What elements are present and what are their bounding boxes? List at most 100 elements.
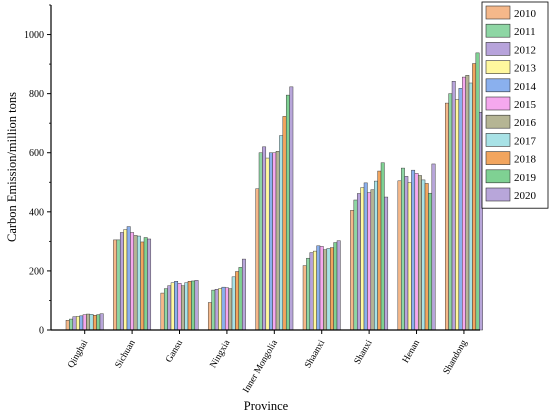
bar-inner-mongolia-2020 <box>289 86 294 331</box>
legend-label-2018: 2018 <box>514 154 537 166</box>
bar-henan-2014 <box>411 169 416 331</box>
bar-inner-mongolia-2014 <box>268 152 273 331</box>
bar-ningxia-2020 <box>241 258 246 331</box>
legend-label-2020: 2020 <box>514 190 537 202</box>
bar-inner-mongolia-2015 <box>272 152 277 331</box>
legend-label-2017: 2017 <box>514 135 537 147</box>
bar-henan-2011 <box>400 167 405 331</box>
bar-gansu-2013 <box>170 282 175 331</box>
legend-swatch-2014 <box>485 78 511 93</box>
bar-sichuan-2016 <box>133 235 138 331</box>
bar-sichuan-2012 <box>119 232 124 331</box>
x-tick-label: Ningxia <box>209 338 233 370</box>
x-tick-label: Qinghai <box>66 338 90 370</box>
bar-qinghai-2017 <box>89 314 94 331</box>
bar-shandong-2015 <box>462 76 466 331</box>
bar-shanxi-2016 <box>370 189 375 331</box>
bar-sichuan-2019 <box>143 237 148 331</box>
bar-ningxia-2013 <box>218 288 223 331</box>
bar-henan-2012 <box>404 176 409 331</box>
bar-henan-2010 <box>397 180 402 331</box>
bar-shanxi-2010 <box>350 210 355 331</box>
bar-shaanxi-2015 <box>319 246 324 331</box>
legend-label-2012: 2012 <box>514 44 536 56</box>
x-tick-label: Henan <box>401 338 422 365</box>
bar-ningxia-2019 <box>238 267 243 331</box>
bar-gansu-2016 <box>180 285 185 331</box>
bar-sichuan-2013 <box>123 229 128 331</box>
bar-shaanxi-2014 <box>316 245 321 331</box>
bar-inner-mongolia-2011 <box>258 152 263 331</box>
bar-shanxi-2018 <box>377 170 382 331</box>
legend-swatch-2017 <box>485 133 511 147</box>
bar-shandong-2013 <box>455 99 460 331</box>
bar-ningxia-2016 <box>228 288 233 331</box>
bar-gansu-2015 <box>177 283 182 331</box>
bar-gansu-2020 <box>194 280 199 331</box>
bar-shanxi-2015 <box>367 192 372 331</box>
legend-label-2013: 2013 <box>514 63 537 75</box>
bar-shanxi-2013 <box>360 187 365 331</box>
bar-ningxia-2010 <box>207 302 212 331</box>
bar-inner-mongolia-2017 <box>279 135 284 331</box>
bar-inner-mongolia-2016 <box>275 151 280 331</box>
bar-qinghai-2020 <box>99 313 104 331</box>
bar-sichuan-2014 <box>126 226 131 331</box>
legend-swatch-2012 <box>485 42 511 56</box>
y-tick-label: 1000 <box>24 30 44 41</box>
bar-sichuan-2020 <box>147 238 152 331</box>
bar-henan-2017 <box>421 179 426 331</box>
bar-shandong-2018 <box>472 63 477 331</box>
x-axis-category-labels: Qinghai Sichuan Gansu Ningxia Inner Mongolia… <box>66 338 469 395</box>
bar-shanxi-2012 <box>356 193 361 331</box>
bar-shaanxi-2020 <box>336 240 341 331</box>
bar-shaanxi-2016 <box>323 249 328 331</box>
bar-qinghai-2018 <box>92 315 97 331</box>
y-tick-label: 800 <box>29 89 44 100</box>
bar-sichuan-2015 <box>130 232 135 331</box>
legend: 2010 2011 2012 2013 2014 2015 2016 2017 2018 2019… <box>481 1 549 209</box>
bar-shaanxi-2013 <box>312 250 317 331</box>
bar-shandong-2017 <box>468 82 473 331</box>
bar-inner-mongolia-2013 <box>265 157 270 331</box>
bar-shanxi-2019 <box>380 162 385 331</box>
bar-shaanxi-2010 <box>302 265 307 331</box>
y-tick-label: 200 <box>29 266 44 277</box>
bar-ningxia-2018 <box>235 271 240 331</box>
bar-shandong-2014 <box>458 88 463 331</box>
bar-qinghai-2012 <box>72 316 77 331</box>
bar-gansu-2010 <box>160 292 165 331</box>
bar-ningxia-2017 <box>231 276 236 331</box>
bar-qinghai-2019 <box>96 314 101 331</box>
x-tick-label: Shanxi <box>353 338 375 366</box>
bar-gansu-2018 <box>187 281 192 331</box>
legend-label-2014: 2014 <box>514 81 537 93</box>
bar-shanxi-2011 <box>353 199 358 331</box>
y-tick-label: 400 <box>29 207 44 218</box>
bar-henan-2020 <box>431 163 436 331</box>
bar-henan-2018 <box>424 183 429 331</box>
legend-label-2015: 2015 <box>514 99 537 111</box>
bar-gansu-2011 <box>163 288 168 331</box>
bar-sichuan-2018 <box>140 241 145 331</box>
bar-ningxia-2012 <box>214 289 219 331</box>
bar-gansu-2019 <box>191 280 196 331</box>
bar-qinghai-2010 <box>65 320 70 331</box>
bar-gansu-2014 <box>174 281 179 331</box>
bar-shaanxi-2011 <box>306 257 311 331</box>
y-tick-label: 0 <box>39 326 44 337</box>
bar-henan-2015 <box>414 173 419 331</box>
bar-inner-mongolia-2012 <box>262 146 267 331</box>
legend-label-2010: 2010 <box>514 8 537 20</box>
legend-label-2016: 2016 <box>514 117 537 129</box>
bar-henan-2013 <box>407 182 412 331</box>
bar-shandong-2020 <box>479 112 483 331</box>
bar-ningxia-2014 <box>221 286 226 331</box>
bars-layer <box>65 52 483 331</box>
bar-shanxi-2017 <box>373 180 378 331</box>
bar-shaanxi-2019 <box>333 242 338 331</box>
x-tick-label: Gansu <box>164 338 185 364</box>
bar-shaanxi-2012 <box>309 252 314 331</box>
bar-shandong-2010 <box>445 102 449 331</box>
bar-sichuan-2010 <box>113 239 118 331</box>
